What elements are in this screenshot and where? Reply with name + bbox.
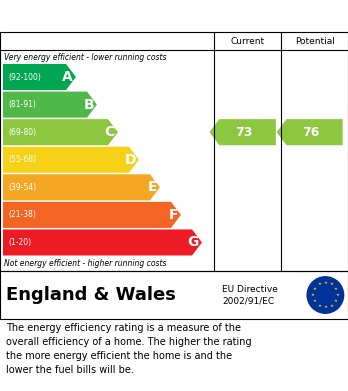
Text: (39-54): (39-54)	[8, 183, 36, 192]
Text: ★: ★	[330, 282, 333, 286]
Text: Not energy efficient - higher running costs: Not energy efficient - higher running co…	[4, 260, 166, 269]
Text: ★: ★	[313, 299, 317, 303]
Text: ★: ★	[323, 305, 327, 309]
Polygon shape	[209, 119, 276, 145]
Circle shape	[307, 277, 343, 313]
Text: C: C	[105, 125, 115, 139]
Text: ★: ★	[323, 281, 327, 285]
Text: EU Directive
2002/91/EC: EU Directive 2002/91/EC	[222, 285, 278, 305]
Polygon shape	[3, 202, 181, 228]
Text: ★: ★	[334, 287, 338, 291]
Polygon shape	[3, 119, 118, 145]
Text: Current: Current	[230, 36, 265, 45]
Text: ★: ★	[330, 304, 333, 308]
Text: Very energy efficient - lower running costs: Very energy efficient - lower running co…	[4, 52, 166, 61]
Text: ★: ★	[317, 282, 321, 286]
Text: G: G	[188, 235, 199, 249]
Text: The energy efficiency rating is a measure of the
overall efficiency of a home. T: The energy efficiency rating is a measur…	[6, 323, 252, 375]
Polygon shape	[3, 64, 76, 90]
Text: (55-68): (55-68)	[8, 155, 36, 164]
Text: F: F	[168, 208, 178, 222]
Text: ★: ★	[336, 293, 340, 297]
Polygon shape	[277, 119, 343, 145]
Text: B: B	[83, 98, 94, 111]
Text: (1-20): (1-20)	[8, 238, 31, 247]
Text: ★: ★	[313, 287, 317, 291]
Text: A: A	[62, 70, 73, 84]
Polygon shape	[3, 147, 139, 173]
Text: (92-100): (92-100)	[8, 73, 41, 82]
Polygon shape	[3, 91, 97, 118]
Text: ★: ★	[334, 299, 338, 303]
Text: Potential: Potential	[295, 36, 334, 45]
Text: ★: ★	[311, 293, 315, 297]
Text: (69-80): (69-80)	[8, 128, 36, 137]
Text: (21-38): (21-38)	[8, 210, 36, 219]
Text: (81-91): (81-91)	[8, 100, 36, 109]
Text: England & Wales: England & Wales	[6, 286, 176, 304]
Polygon shape	[3, 174, 160, 200]
Text: 73: 73	[235, 126, 252, 139]
Text: 76: 76	[302, 126, 319, 139]
Text: ★: ★	[317, 304, 321, 308]
Polygon shape	[3, 230, 202, 255]
Text: D: D	[125, 153, 136, 167]
Text: E: E	[148, 180, 157, 194]
Text: Energy Efficiency Rating: Energy Efficiency Rating	[9, 9, 230, 23]
